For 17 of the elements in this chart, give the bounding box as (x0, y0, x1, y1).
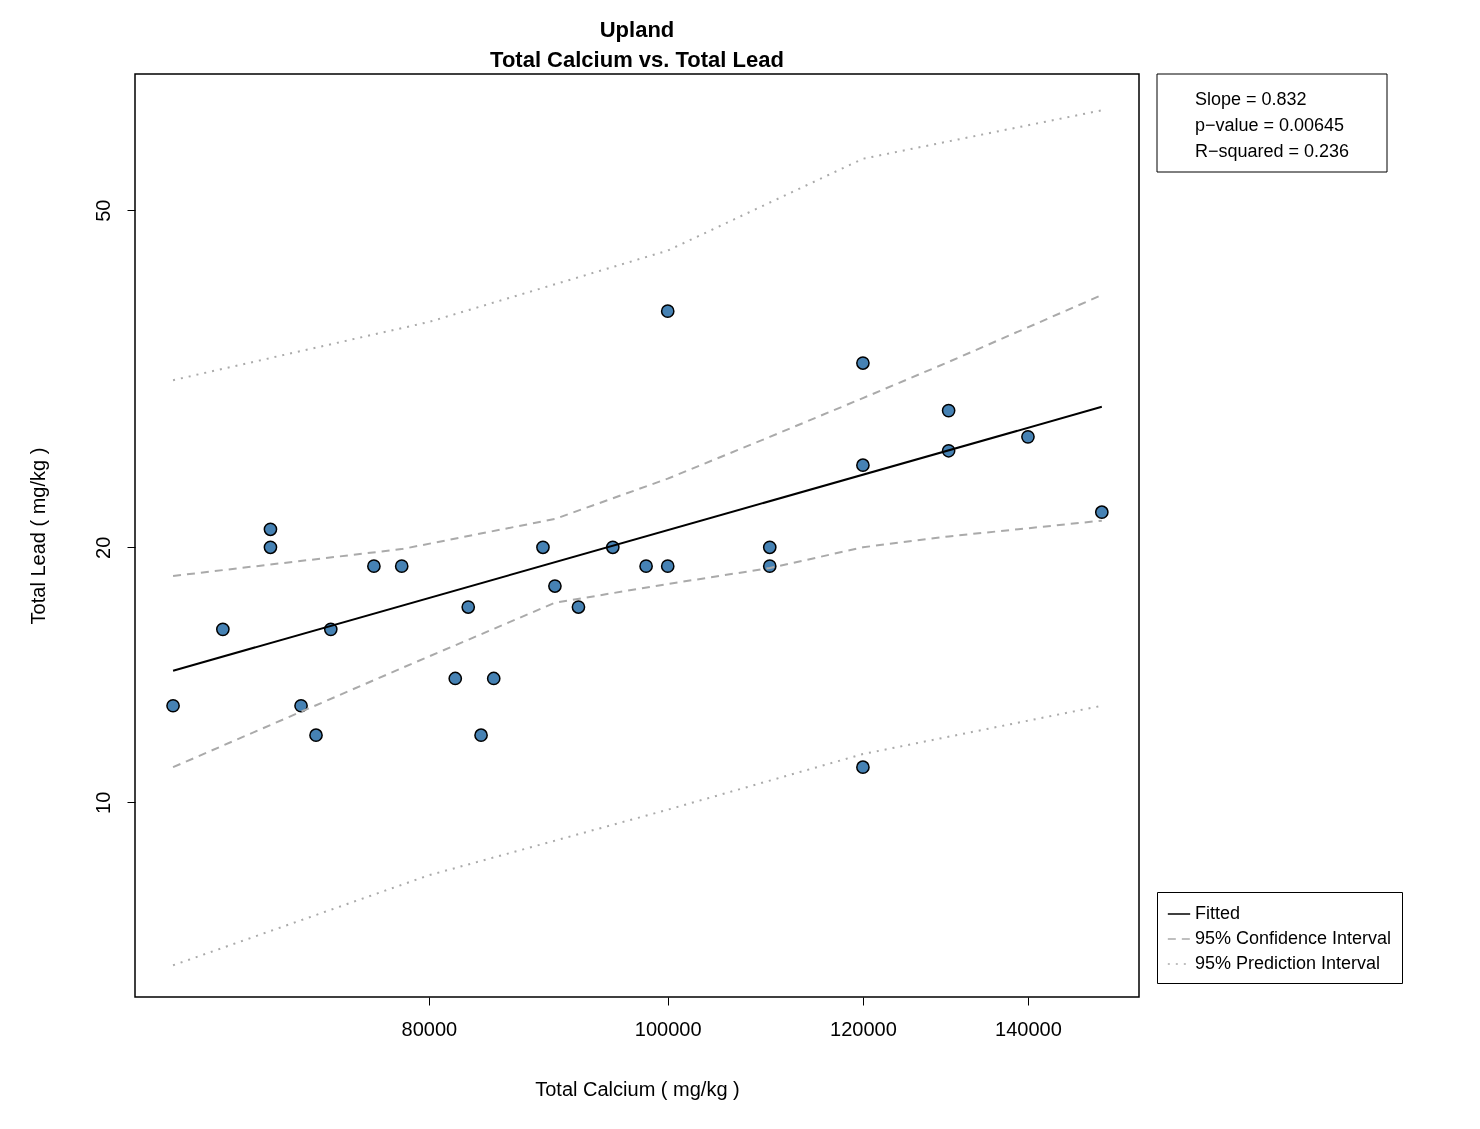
text: R−squared = 0.236 (1195, 141, 1350, 161)
legend-label: 95% Confidence Interval (1195, 928, 1392, 948)
x-tick-label: 80000 (401, 1017, 458, 1040)
x-tick-label: 120000 (830, 1017, 897, 1040)
y-tick-label: 50 (91, 199, 114, 222)
x-tick-label: 100000 (634, 1017, 702, 1040)
legend-label: Fitted (1195, 903, 1241, 923)
chart-subtitle: Total Calcium vs. Total Lead (490, 46, 784, 72)
x-axis-title: Total Calcium ( mg/kg ) (535, 1077, 740, 1100)
y-tick-label: 10 (91, 791, 114, 814)
y-tick-label: 20 (91, 536, 114, 559)
y-axis-title: Total Lead ( mg/kg ) (26, 447, 49, 625)
text: Slope = 0.832 (1195, 89, 1307, 109)
text: p−value = 0.00645 (1195, 115, 1345, 135)
x-tick-label: 140000 (995, 1017, 1062, 1040)
legend-label: 95% Prediction Interval (1195, 953, 1381, 973)
chart-title: Upland (599, 16, 675, 42)
